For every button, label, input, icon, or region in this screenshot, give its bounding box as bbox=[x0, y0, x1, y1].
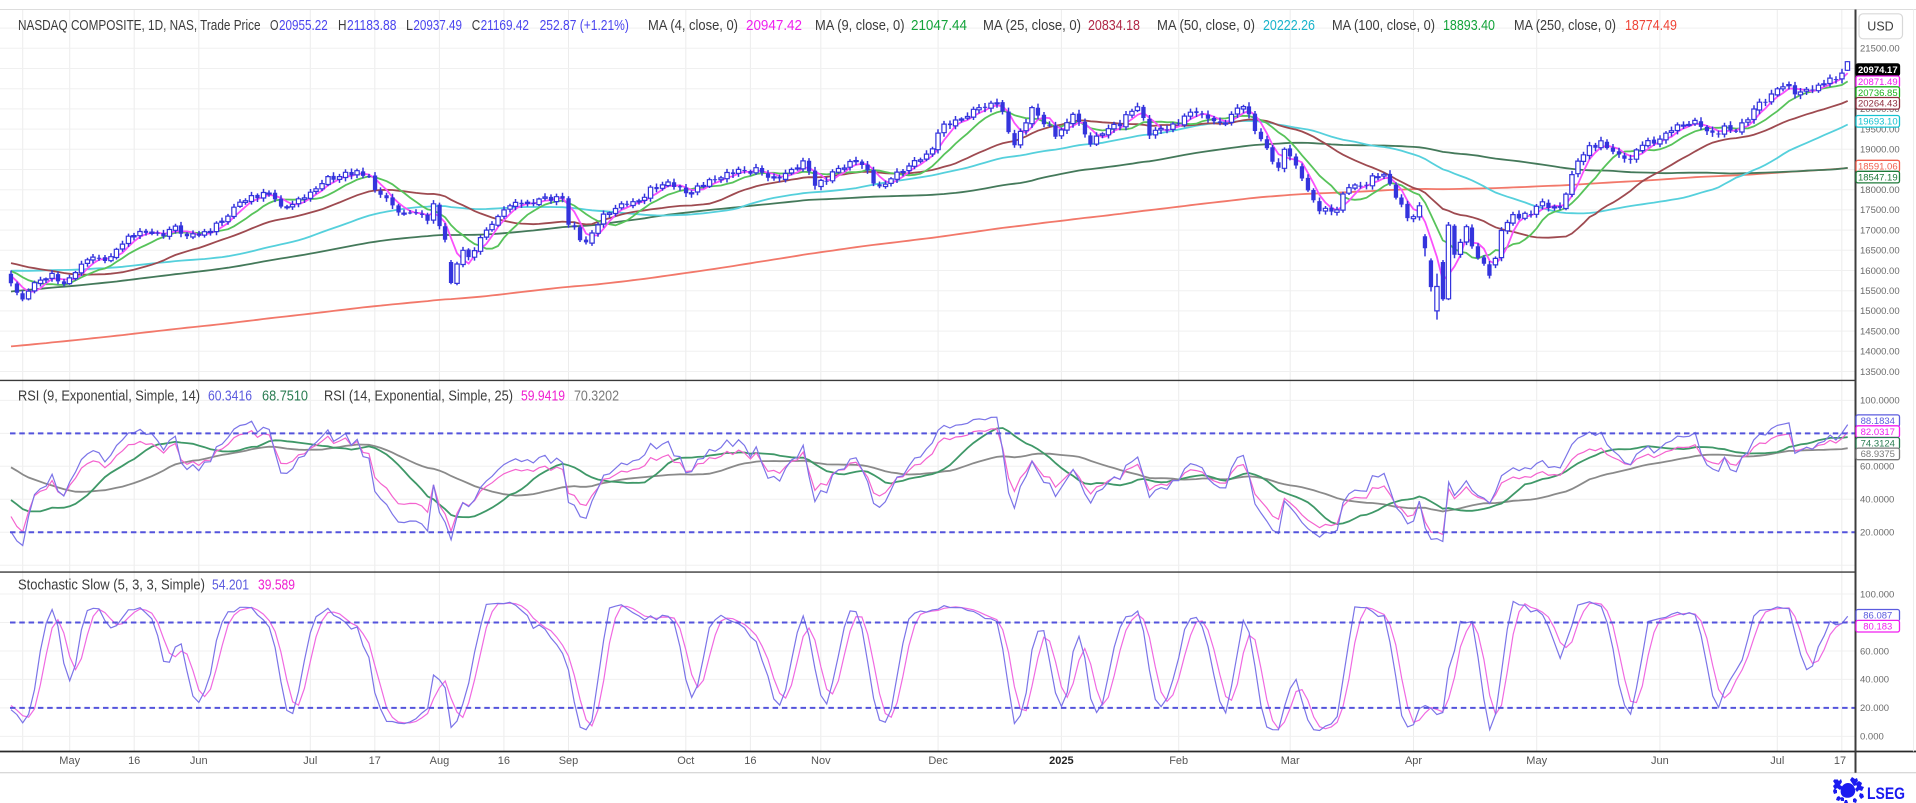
svg-text:H: H bbox=[338, 18, 347, 34]
svg-text:68.9375: 68.9375 bbox=[1861, 449, 1895, 460]
svg-text:20.000: 20.000 bbox=[1860, 703, 1889, 714]
svg-text:16: 16 bbox=[744, 755, 756, 767]
svg-text:60.000: 60.000 bbox=[1860, 646, 1889, 657]
svg-text:Jul: Jul bbox=[1770, 755, 1784, 767]
svg-text:L: L bbox=[406, 18, 413, 34]
svg-text:19693.10: 19693.10 bbox=[1858, 117, 1898, 128]
svg-text:Jun: Jun bbox=[190, 755, 208, 767]
svg-text:21183.88: 21183.88 bbox=[347, 18, 396, 34]
svg-text:RSI (14, Exponential, Simple,: RSI (14, Exponential, Simple, 25) bbox=[324, 389, 513, 405]
svg-text:USD: USD bbox=[1867, 20, 1893, 34]
svg-text:13500.00: 13500.00 bbox=[1860, 367, 1900, 378]
svg-text:39.589: 39.589 bbox=[258, 578, 295, 594]
svg-text:Sep: Sep bbox=[559, 755, 579, 767]
svg-text:19000.00: 19000.00 bbox=[1860, 145, 1900, 156]
svg-text:MA (4, close, 0): MA (4, close, 0) bbox=[648, 18, 738, 34]
svg-text:O: O bbox=[270, 18, 279, 34]
svg-text:16: 16 bbox=[128, 755, 140, 767]
svg-text:14500.00: 14500.00 bbox=[1860, 326, 1900, 337]
svg-text:60.0000: 60.0000 bbox=[1860, 462, 1894, 473]
svg-text:MA (25, close, 0): MA (25, close, 0) bbox=[983, 18, 1081, 34]
svg-text:18893.40: 18893.40 bbox=[1443, 18, 1495, 34]
svg-text:20264.43: 20264.43 bbox=[1858, 99, 1898, 110]
svg-text:16: 16 bbox=[498, 755, 510, 767]
svg-text:Stochastic Slow (5, 3, 3, Simp: Stochastic Slow (5, 3, 3, Simple) bbox=[18, 578, 205, 594]
svg-text:20834.18: 20834.18 bbox=[1088, 18, 1140, 34]
svg-text:70.3202: 70.3202 bbox=[574, 389, 619, 405]
svg-text:Mar: Mar bbox=[1281, 755, 1300, 767]
svg-text:20955.22: 20955.22 bbox=[279, 18, 328, 34]
svg-text:Feb: Feb bbox=[1169, 755, 1188, 767]
svg-text:15000.00: 15000.00 bbox=[1860, 306, 1900, 317]
svg-text:MA (250, close, 0): MA (250, close, 0) bbox=[1514, 18, 1616, 34]
svg-text:15500.00: 15500.00 bbox=[1860, 286, 1900, 297]
svg-text:0.000: 0.000 bbox=[1860, 732, 1884, 743]
svg-text:16500.00: 16500.00 bbox=[1860, 246, 1900, 257]
svg-text:59.9419: 59.9419 bbox=[521, 389, 565, 405]
svg-text:MA (100, close, 0): MA (100, close, 0) bbox=[1332, 18, 1435, 34]
svg-text:Jun: Jun bbox=[1651, 755, 1669, 767]
svg-text:C: C bbox=[472, 18, 481, 34]
svg-text:18591.06: 18591.06 bbox=[1858, 161, 1898, 172]
svg-text:RSI (9, Exponential, Simple, 1: RSI (9, Exponential, Simple, 14) bbox=[18, 389, 200, 405]
svg-text:Aug: Aug bbox=[430, 755, 450, 767]
svg-text:17000.00: 17000.00 bbox=[1860, 225, 1900, 236]
svg-text:100.0000: 100.0000 bbox=[1860, 396, 1900, 407]
svg-text:14000.00: 14000.00 bbox=[1860, 347, 1900, 358]
svg-text:20947.42: 20947.42 bbox=[746, 18, 802, 34]
svg-text:Dec: Dec bbox=[928, 755, 948, 767]
svg-text:252.87 (+1.21%): 252.87 (+1.21%) bbox=[540, 18, 629, 34]
svg-text:20.0000: 20.0000 bbox=[1860, 528, 1894, 539]
svg-text:17500.00: 17500.00 bbox=[1860, 205, 1900, 216]
svg-text:NASDAQ COMPOSITE, 1D, NAS, Tra: NASDAQ COMPOSITE, 1D, NAS, Trade Price bbox=[18, 18, 261, 34]
svg-text:20736.85: 20736.85 bbox=[1858, 88, 1898, 99]
svg-text:40.000: 40.000 bbox=[1860, 675, 1889, 686]
svg-text:20222.26: 20222.26 bbox=[1263, 18, 1315, 34]
svg-text:MA (50, close, 0): MA (50, close, 0) bbox=[1157, 18, 1255, 34]
svg-text:May: May bbox=[59, 755, 80, 767]
svg-text:LSEG: LSEG bbox=[1867, 785, 1905, 803]
svg-text:May: May bbox=[1526, 755, 1547, 767]
svg-text:Apr: Apr bbox=[1405, 755, 1422, 767]
svg-text:18000.00: 18000.00 bbox=[1860, 185, 1900, 196]
svg-text:2025: 2025 bbox=[1049, 755, 1073, 767]
svg-text:21500.00: 21500.00 bbox=[1860, 44, 1900, 55]
svg-text:60.3416: 60.3416 bbox=[208, 389, 252, 405]
svg-text:54.201: 54.201 bbox=[212, 578, 249, 594]
svg-text:74.3124: 74.3124 bbox=[1861, 439, 1895, 450]
svg-text:82.0317: 82.0317 bbox=[1861, 427, 1895, 438]
svg-text:18774.49: 18774.49 bbox=[1625, 18, 1677, 34]
svg-text:20871.49: 20871.49 bbox=[1858, 77, 1898, 88]
svg-text:21047.44: 21047.44 bbox=[911, 18, 967, 34]
svg-text:16000.00: 16000.00 bbox=[1860, 266, 1900, 277]
svg-text:17: 17 bbox=[1834, 755, 1846, 767]
svg-text:17: 17 bbox=[369, 755, 381, 767]
svg-text:80.183: 80.183 bbox=[1863, 622, 1892, 633]
svg-text:Oct: Oct bbox=[677, 755, 694, 767]
svg-text:88.1834: 88.1834 bbox=[1861, 416, 1895, 427]
svg-text:18547.19: 18547.19 bbox=[1858, 172, 1898, 183]
svg-text:21169.42: 21169.42 bbox=[481, 18, 529, 34]
svg-text:19500.00: 19500.00 bbox=[1860, 124, 1900, 135]
svg-text:68.7510: 68.7510 bbox=[262, 389, 308, 405]
svg-text:20937.49: 20937.49 bbox=[413, 18, 462, 34]
svg-text:100.000: 100.000 bbox=[1860, 589, 1894, 600]
svg-text:Nov: Nov bbox=[811, 755, 831, 767]
svg-text:86.087: 86.087 bbox=[1863, 611, 1892, 622]
svg-text:MA (9, close, 0): MA (9, close, 0) bbox=[815, 18, 905, 34]
svg-text:20974.17: 20974.17 bbox=[1858, 65, 1898, 76]
svg-text:40.0000: 40.0000 bbox=[1860, 495, 1894, 506]
svg-text:Jul: Jul bbox=[303, 755, 317, 767]
